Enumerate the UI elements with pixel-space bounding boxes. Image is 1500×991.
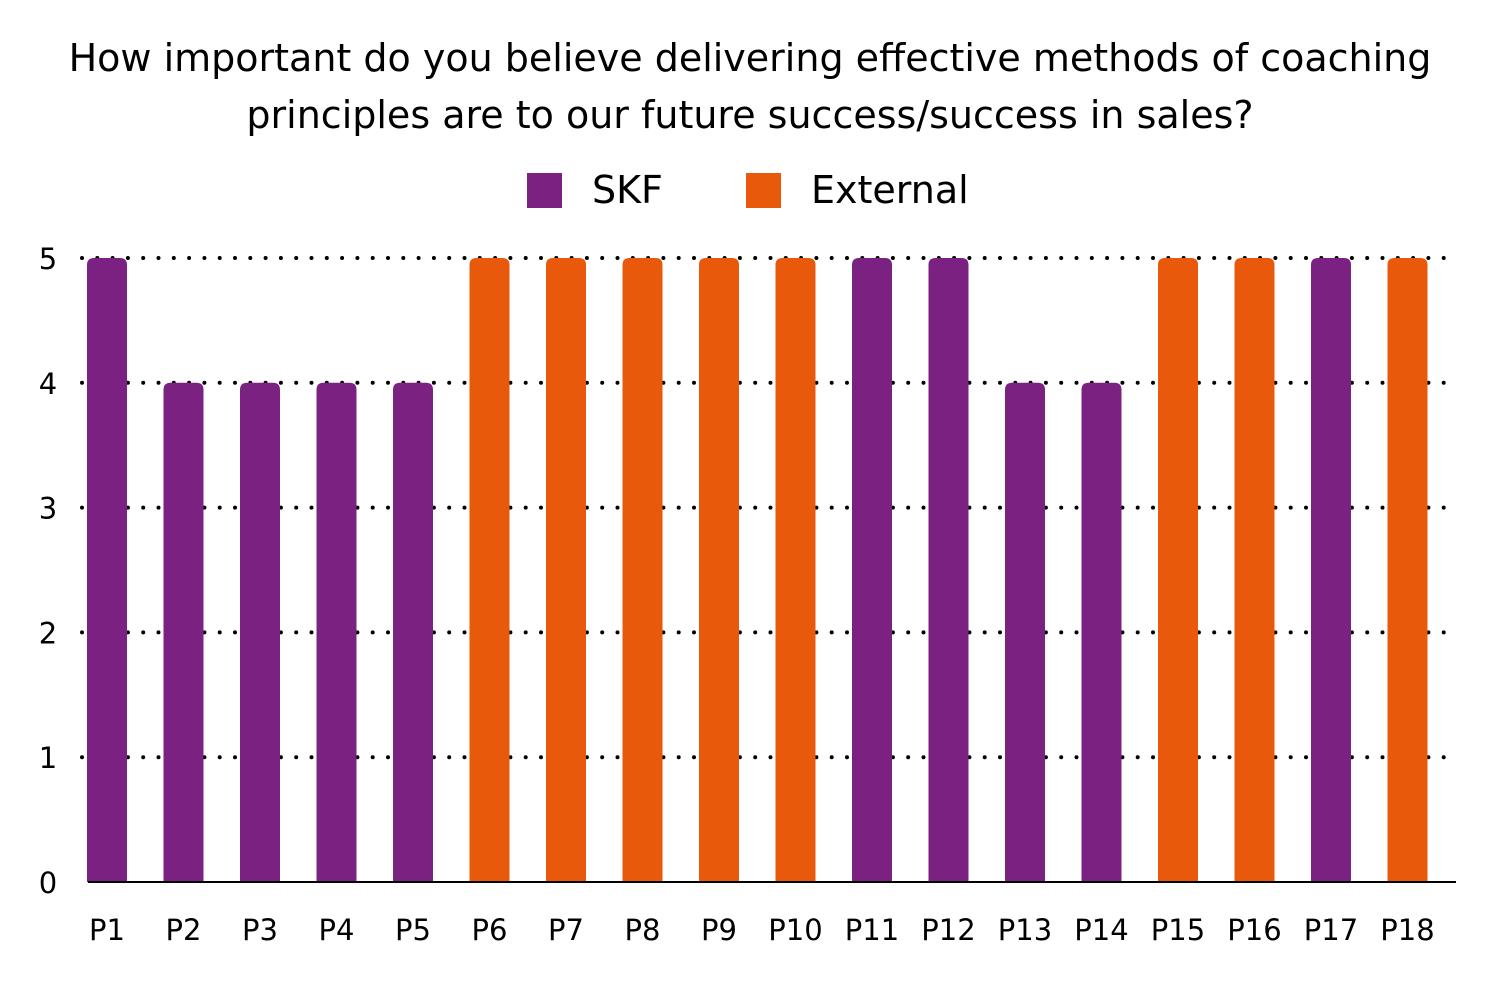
y-tick-label: 3 <box>39 492 57 526</box>
legend-label-skf: SKF <box>592 168 663 212</box>
chart-title: How important do you believe delivering … <box>0 30 1500 144</box>
y-tick-label: 5 <box>39 242 57 276</box>
bar-p7 <box>546 258 586 882</box>
x-axis-ticks: P1 P2 P3 P4 P5 P6 P7 P8 P9 P10 P11 P12 P13 P14 P15 P16 P… <box>89 913 1435 947</box>
bar-p2 <box>163 382 204 882</box>
bar-p6 <box>469 258 510 882</box>
x-tick-label: P4 <box>319 913 355 947</box>
bars <box>87 258 1428 882</box>
x-tick-label: P11 <box>845 913 899 947</box>
x-tick-label: P16 <box>1227 913 1281 947</box>
y-tick-label: 0 <box>39 866 57 900</box>
bar-p11 <box>852 258 892 882</box>
y-tick-label: 2 <box>39 616 57 650</box>
bar-p8 <box>622 258 663 882</box>
bar-p3 <box>240 382 280 882</box>
bar-p1 <box>87 258 127 882</box>
y-tick-label: 4 <box>39 367 57 401</box>
x-tick-label: P8 <box>625 913 661 947</box>
bar-p15 <box>1158 258 1198 882</box>
x-tick-label: P9 <box>701 913 737 947</box>
x-tick-label: P13 <box>998 913 1052 947</box>
x-tick-label: P12 <box>921 913 975 947</box>
x-tick-label: P6 <box>472 913 508 947</box>
y-tick-label: 1 <box>39 741 57 775</box>
legend-item-skf: SKF <box>527 168 663 212</box>
bar-p12 <box>928 258 969 882</box>
legend-swatch-external <box>746 172 781 208</box>
legend-label-external: External <box>811 168 969 212</box>
y-axis-ticks: 0 1 2 3 4 5 <box>39 242 57 900</box>
bar-p14 <box>1081 382 1122 882</box>
chart-title-line-2: principles are to our future success/suc… <box>246 93 1254 137</box>
bar-p4 <box>316 382 357 882</box>
x-tick-label: P1 <box>89 913 125 947</box>
x-tick-label: P2 <box>166 913 202 947</box>
bar-p13 <box>1005 382 1045 882</box>
bar-p10 <box>775 258 816 882</box>
x-tick-label: P17 <box>1304 913 1358 947</box>
bar-p17 <box>1311 258 1351 882</box>
gridlines <box>80 256 1458 760</box>
legend-item-external: External <box>746 168 969 212</box>
chart-legend: SKF External <box>0 168 1500 212</box>
x-tick-label: P3 <box>242 913 278 947</box>
x-tick-label: P10 <box>768 913 822 947</box>
x-tick-label: P7 <box>548 913 584 947</box>
x-tick-label: P15 <box>1151 913 1205 947</box>
legend-swatch-skf <box>527 172 562 208</box>
bar-p16 <box>1234 258 1275 882</box>
x-tick-label: P5 <box>395 913 431 947</box>
bar-p18 <box>1387 258 1428 882</box>
bar-p9 <box>699 258 739 882</box>
x-tick-label: P14 <box>1074 913 1128 947</box>
bar-p5 <box>393 382 433 882</box>
x-tick-label: P18 <box>1380 913 1434 947</box>
chart-title-line-1: How important do you believe delivering … <box>68 36 1432 80</box>
